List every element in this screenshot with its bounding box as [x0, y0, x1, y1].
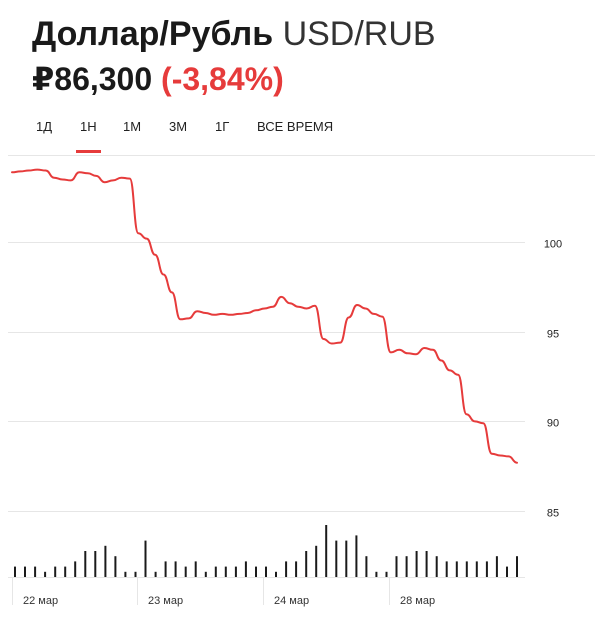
volume-bar	[305, 551, 308, 577]
pair-name: Доллар/Рубль	[32, 15, 274, 53]
tabs-divider	[8, 155, 595, 156]
volume-bar	[164, 561, 167, 577]
volume-bar	[124, 571, 127, 577]
tab-all-time[interactable]: ВСЕ ВРЕМЯ	[257, 119, 334, 134]
tab-3m[interactable]: 3М	[169, 119, 188, 134]
tab-1w[interactable]: 1Н	[76, 119, 101, 153]
volume-bar	[485, 561, 488, 577]
volume-bar	[516, 556, 518, 577]
tab-1m[interactable]: 1М	[123, 119, 142, 134]
volume-bar	[74, 561, 77, 577]
volume-bar	[24, 566, 26, 577]
volume-bar	[134, 571, 137, 577]
y-tick-label: 100	[544, 239, 562, 251]
volume-bar	[355, 535, 358, 577]
volume-bar	[315, 545, 318, 577]
volume-bar	[234, 566, 237, 577]
volume-bar	[265, 566, 267, 577]
volume-bar	[204, 571, 207, 577]
volume-bar	[435, 556, 438, 577]
y-tick-label: 90	[547, 418, 559, 430]
volume-bar	[395, 556, 398, 577]
y-tick-label: 95	[547, 329, 559, 341]
volume-bar	[405, 556, 408, 577]
volume-bar	[84, 551, 87, 577]
volume-bar	[365, 556, 368, 577]
volume-bar	[214, 566, 217, 577]
volume-bar	[54, 566, 57, 577]
volume-bar	[244, 561, 247, 577]
volume-bar	[64, 566, 67, 577]
volume-bar	[94, 551, 97, 577]
volume-bar	[34, 566, 37, 577]
volume-bar	[385, 571, 388, 577]
period-tabs: 1Д 1Н 1М 3М 1Г ВСЕ ВРЕМЯ	[0, 113, 595, 155]
volume-bar	[184, 566, 187, 577]
instrument-title: Доллар/Рубль USD/RUB	[32, 14, 436, 54]
x-tick-label: 24 мар	[274, 595, 309, 607]
price-change: (-3,84%)	[161, 61, 284, 97]
volume-bar	[455, 561, 458, 577]
pair-code: USD/RUB	[282, 15, 436, 53]
volume-bar	[495, 556, 498, 577]
volume-bar	[475, 561, 478, 577]
volume-bar	[295, 561, 298, 577]
current-price: ₽86,300	[32, 61, 153, 97]
volume-bar	[506, 566, 508, 577]
volume-bar	[194, 561, 197, 577]
volume-bar	[44, 571, 47, 577]
price-line	[11, 168, 518, 464]
volume-bar	[285, 561, 288, 577]
x-tick-label: 28 мар	[400, 595, 435, 607]
volume-bar	[465, 561, 468, 577]
volume-bar	[275, 571, 277, 577]
volume-bar	[114, 556, 117, 577]
volume-bar	[174, 561, 177, 577]
volume-bar	[224, 566, 227, 577]
x-tick-label: 22 мар	[23, 595, 58, 607]
volume-bar	[154, 571, 157, 577]
volume-bar	[445, 561, 448, 577]
volume-bar	[325, 525, 328, 577]
volume-bar	[104, 545, 107, 577]
volume-bar	[375, 571, 378, 577]
price-row: ₽86,300 (-3,84%)	[32, 59, 284, 99]
volume-bar	[255, 566, 257, 577]
volume-bar	[425, 551, 428, 577]
volume-bar	[144, 540, 147, 577]
volume-bar	[335, 540, 338, 577]
tab-1d[interactable]: 1Д	[36, 119, 53, 134]
y-tick-label: 85	[547, 508, 559, 520]
x-tick-label: 23 мар	[148, 595, 183, 607]
tab-1y[interactable]: 1Г	[215, 119, 230, 134]
volume-bar	[415, 551, 418, 577]
volume-bar	[345, 540, 348, 577]
volume-bar	[14, 566, 16, 577]
